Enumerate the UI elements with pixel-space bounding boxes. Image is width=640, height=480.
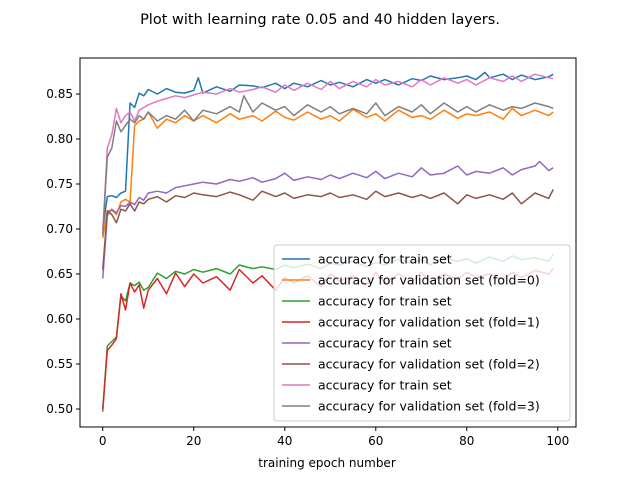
x-tick-label-2: 40 xyxy=(277,434,292,448)
x-axis: 0 20 40 60 80 100 xyxy=(99,427,569,448)
legend-label-0: accuracy for train set xyxy=(318,252,452,267)
legend-box xyxy=(273,244,571,422)
legend-label-6: accuracy for train set xyxy=(318,378,452,393)
y-tick-label-4: 0.70 xyxy=(46,222,73,236)
plot-frame xyxy=(79,57,577,428)
series-line-1 xyxy=(102,107,554,239)
legend-label-1: accuracy for validation set (fold=0) xyxy=(318,273,540,288)
y-tick-label-0: 0.50 xyxy=(46,402,73,416)
x-axis-label: training epoch number xyxy=(258,456,396,470)
x-tick-label-3: 60 xyxy=(368,434,383,448)
legend-label-7: accuracy for validation set (fold=3) xyxy=(318,399,540,414)
legend: accuracy for train set accuracy for valid… xyxy=(273,244,571,422)
y-tick-label-6: 0.80 xyxy=(46,132,73,146)
y-tick-label-3: 0.65 xyxy=(46,267,73,281)
legend-label-3: accuracy for validation set (fold=1) xyxy=(318,315,540,330)
series-line-0 xyxy=(102,71,554,230)
x-tick-label-5: 100 xyxy=(546,434,569,448)
series-line-7 xyxy=(102,95,554,236)
series-line-6 xyxy=(102,73,554,234)
legend-label-2: accuracy for train set xyxy=(318,294,452,309)
y-axis: 0.50 0.55 0.60 0.65 0.70 0.75 0.80 0.85 xyxy=(46,87,80,416)
y-tick-label-5: 0.75 xyxy=(46,177,73,191)
y-tick-label-7: 0.85 xyxy=(46,87,73,101)
series-line-4 xyxy=(102,160,554,279)
y-tick-label-1: 0.55 xyxy=(46,357,73,371)
x-tick-label-0: 0 xyxy=(99,434,107,448)
x-tick-label-4: 80 xyxy=(459,434,474,448)
legend-label-5: accuracy for validation set (fold=2) xyxy=(318,357,540,372)
series-line-5 xyxy=(102,189,554,270)
x-tick-label-1: 20 xyxy=(186,434,201,448)
legend-label-4: accuracy for train set xyxy=(318,336,452,351)
y-tick-label-2: 0.60 xyxy=(46,312,73,326)
chart-title: Plot with learning rate 0.05 and 40 hidd… xyxy=(140,12,500,28)
